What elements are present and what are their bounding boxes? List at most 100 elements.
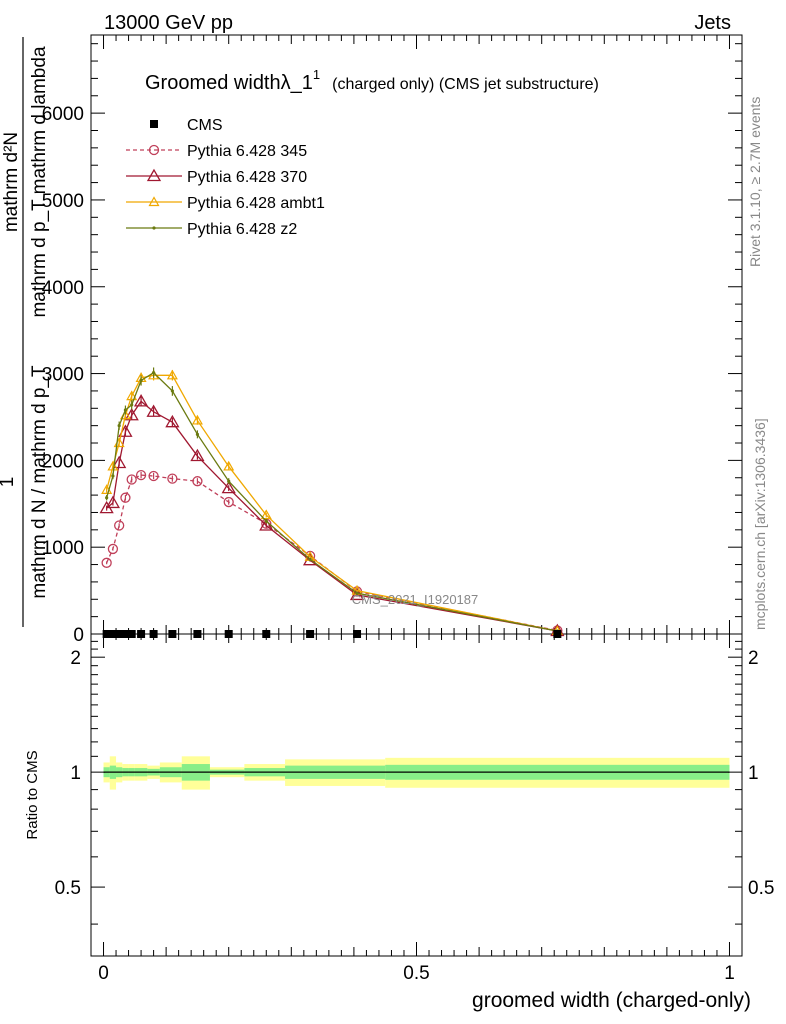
data-point	[264, 519, 268, 523]
main-axis-ticks: 0 1000 2000 3000 4000 5000 6000	[42, 35, 742, 646]
data-point	[123, 408, 128, 412]
chart-title-main: Groomed widthλ_1	[145, 72, 313, 94]
data-point	[148, 470, 159, 482]
ratio-y-tick-label: 1	[70, 763, 81, 784]
data-point	[126, 390, 138, 401]
ratio-y-tick-label: 2	[70, 648, 81, 669]
data-point	[120, 492, 131, 503]
x-axis-label: groomed width (charged-only)	[472, 989, 751, 1012]
data-point	[146, 404, 161, 417]
legend: CMS Pythia 6.428 345 Pythia 6.428 370 Pythi…	[126, 117, 325, 238]
y-tick-label: 3000	[42, 365, 84, 386]
data-point	[137, 630, 146, 638]
data-point	[192, 476, 203, 487]
legend-marker	[146, 168, 162, 182]
x-tick-label: 1	[724, 963, 735, 984]
data-point	[107, 460, 119, 471]
data-point	[102, 630, 111, 638]
ratio-panel-frame	[90, 633, 743, 957]
data-point	[108, 630, 117, 638]
chart-title-sup: 1	[313, 67, 320, 82]
data-point	[223, 460, 235, 471]
chart-title: Groomed widthλ_11 (charged only) (CMS jet…	[145, 67, 599, 94]
data-point	[224, 630, 233, 638]
y-label-bottom-numerator: 1	[0, 477, 18, 488]
legend-item: Pythia 6.428 z2	[126, 221, 297, 238]
legend-marker	[148, 196, 160, 207]
y-label-top-numerator: mathrm d²N	[1, 132, 22, 232]
data-point	[165, 414, 180, 428]
data-point	[111, 474, 115, 478]
data-point	[262, 630, 271, 638]
y-label-top-denominator: mathrm d p_T mathrm d lambda	[29, 46, 50, 317]
legend-item: Pythia 6.428 ambt1	[126, 195, 325, 212]
legend-label: CMS	[187, 117, 223, 134]
y-tick-label: 4000	[42, 278, 84, 299]
y-tick-label: 6000	[42, 104, 84, 125]
data-point	[227, 479, 231, 483]
data-point	[117, 424, 121, 428]
data-point	[221, 480, 236, 494]
mcplots-label: mcplots.cern.ch [arXiv:1306.3436]	[752, 418, 768, 630]
data-point	[306, 630, 315, 638]
watermark: CMS_2021_I1920187	[352, 592, 479, 607]
data-point	[259, 518, 274, 531]
legend-marker	[148, 144, 160, 156]
rivet-label: Rivet 3.1.10, ≥ 2.7M events	[747, 97, 763, 267]
data-point	[193, 630, 202, 638]
data-point	[195, 432, 200, 436]
y-tick-label: 5000	[42, 191, 84, 212]
legend-label: Pythia 6.428 ambt1	[187, 195, 325, 212]
ratio-y-tick-label: 0.5	[55, 878, 81, 899]
ratio-y-tick-label-right: 0.5	[748, 878, 774, 899]
data-point	[355, 591, 359, 595]
header-right: Jets	[694, 12, 731, 34]
data-point	[553, 630, 562, 638]
data-point	[114, 520, 125, 531]
x-tick-label: 0.5	[403, 963, 429, 984]
x-tick-label: 0	[98, 963, 109, 984]
ratio-bands	[103, 756, 730, 790]
data-point	[105, 496, 109, 500]
series-line	[106, 400, 558, 632]
ratio-y-tick-label-right: 1	[748, 763, 759, 784]
data-point	[121, 630, 130, 638]
series-layer	[99, 367, 565, 638]
data-point	[126, 474, 137, 485]
series-line	[106, 371, 558, 632]
data-point	[167, 473, 178, 484]
data-point	[151, 371, 156, 375]
series-pythia-6-428-z2	[105, 367, 559, 633]
data-point	[170, 389, 174, 393]
y-tick-label: 1000	[42, 538, 84, 559]
series-line	[106, 474, 558, 632]
data-point	[168, 630, 177, 638]
data-point	[139, 378, 143, 383]
legend-item: Pythia 6.428 345	[126, 143, 307, 160]
data-point	[133, 394, 149, 407]
legend-marker	[152, 226, 156, 230]
legend-item: CMS	[150, 117, 223, 134]
data-point	[149, 630, 158, 638]
data-point	[223, 496, 234, 508]
data-point	[353, 630, 362, 638]
data-point	[115, 630, 124, 638]
chart-subtitle: (charged only) (CMS jet substructure)	[332, 76, 599, 93]
legend-label: Pythia 6.428 z2	[187, 221, 297, 238]
data-point	[112, 455, 127, 469]
series-line	[106, 374, 558, 632]
data-point	[124, 407, 139, 421]
series-pythia-6-428-370	[99, 394, 565, 637]
header-left: 13000 GeV pp	[104, 12, 233, 34]
series-pythia-6-428-ambt1	[101, 369, 563, 636]
data-point	[260, 509, 272, 520]
legend-label: Pythia 6.428 370	[187, 169, 307, 186]
data-point	[308, 557, 312, 561]
y-tick-label: 0	[73, 625, 84, 646]
data-point	[130, 403, 134, 407]
data-point	[101, 557, 112, 568]
legend-item: Pythia 6.428 370	[126, 168, 307, 186]
data-point	[166, 369, 178, 380]
y-tick-label: 2000	[42, 451, 84, 472]
